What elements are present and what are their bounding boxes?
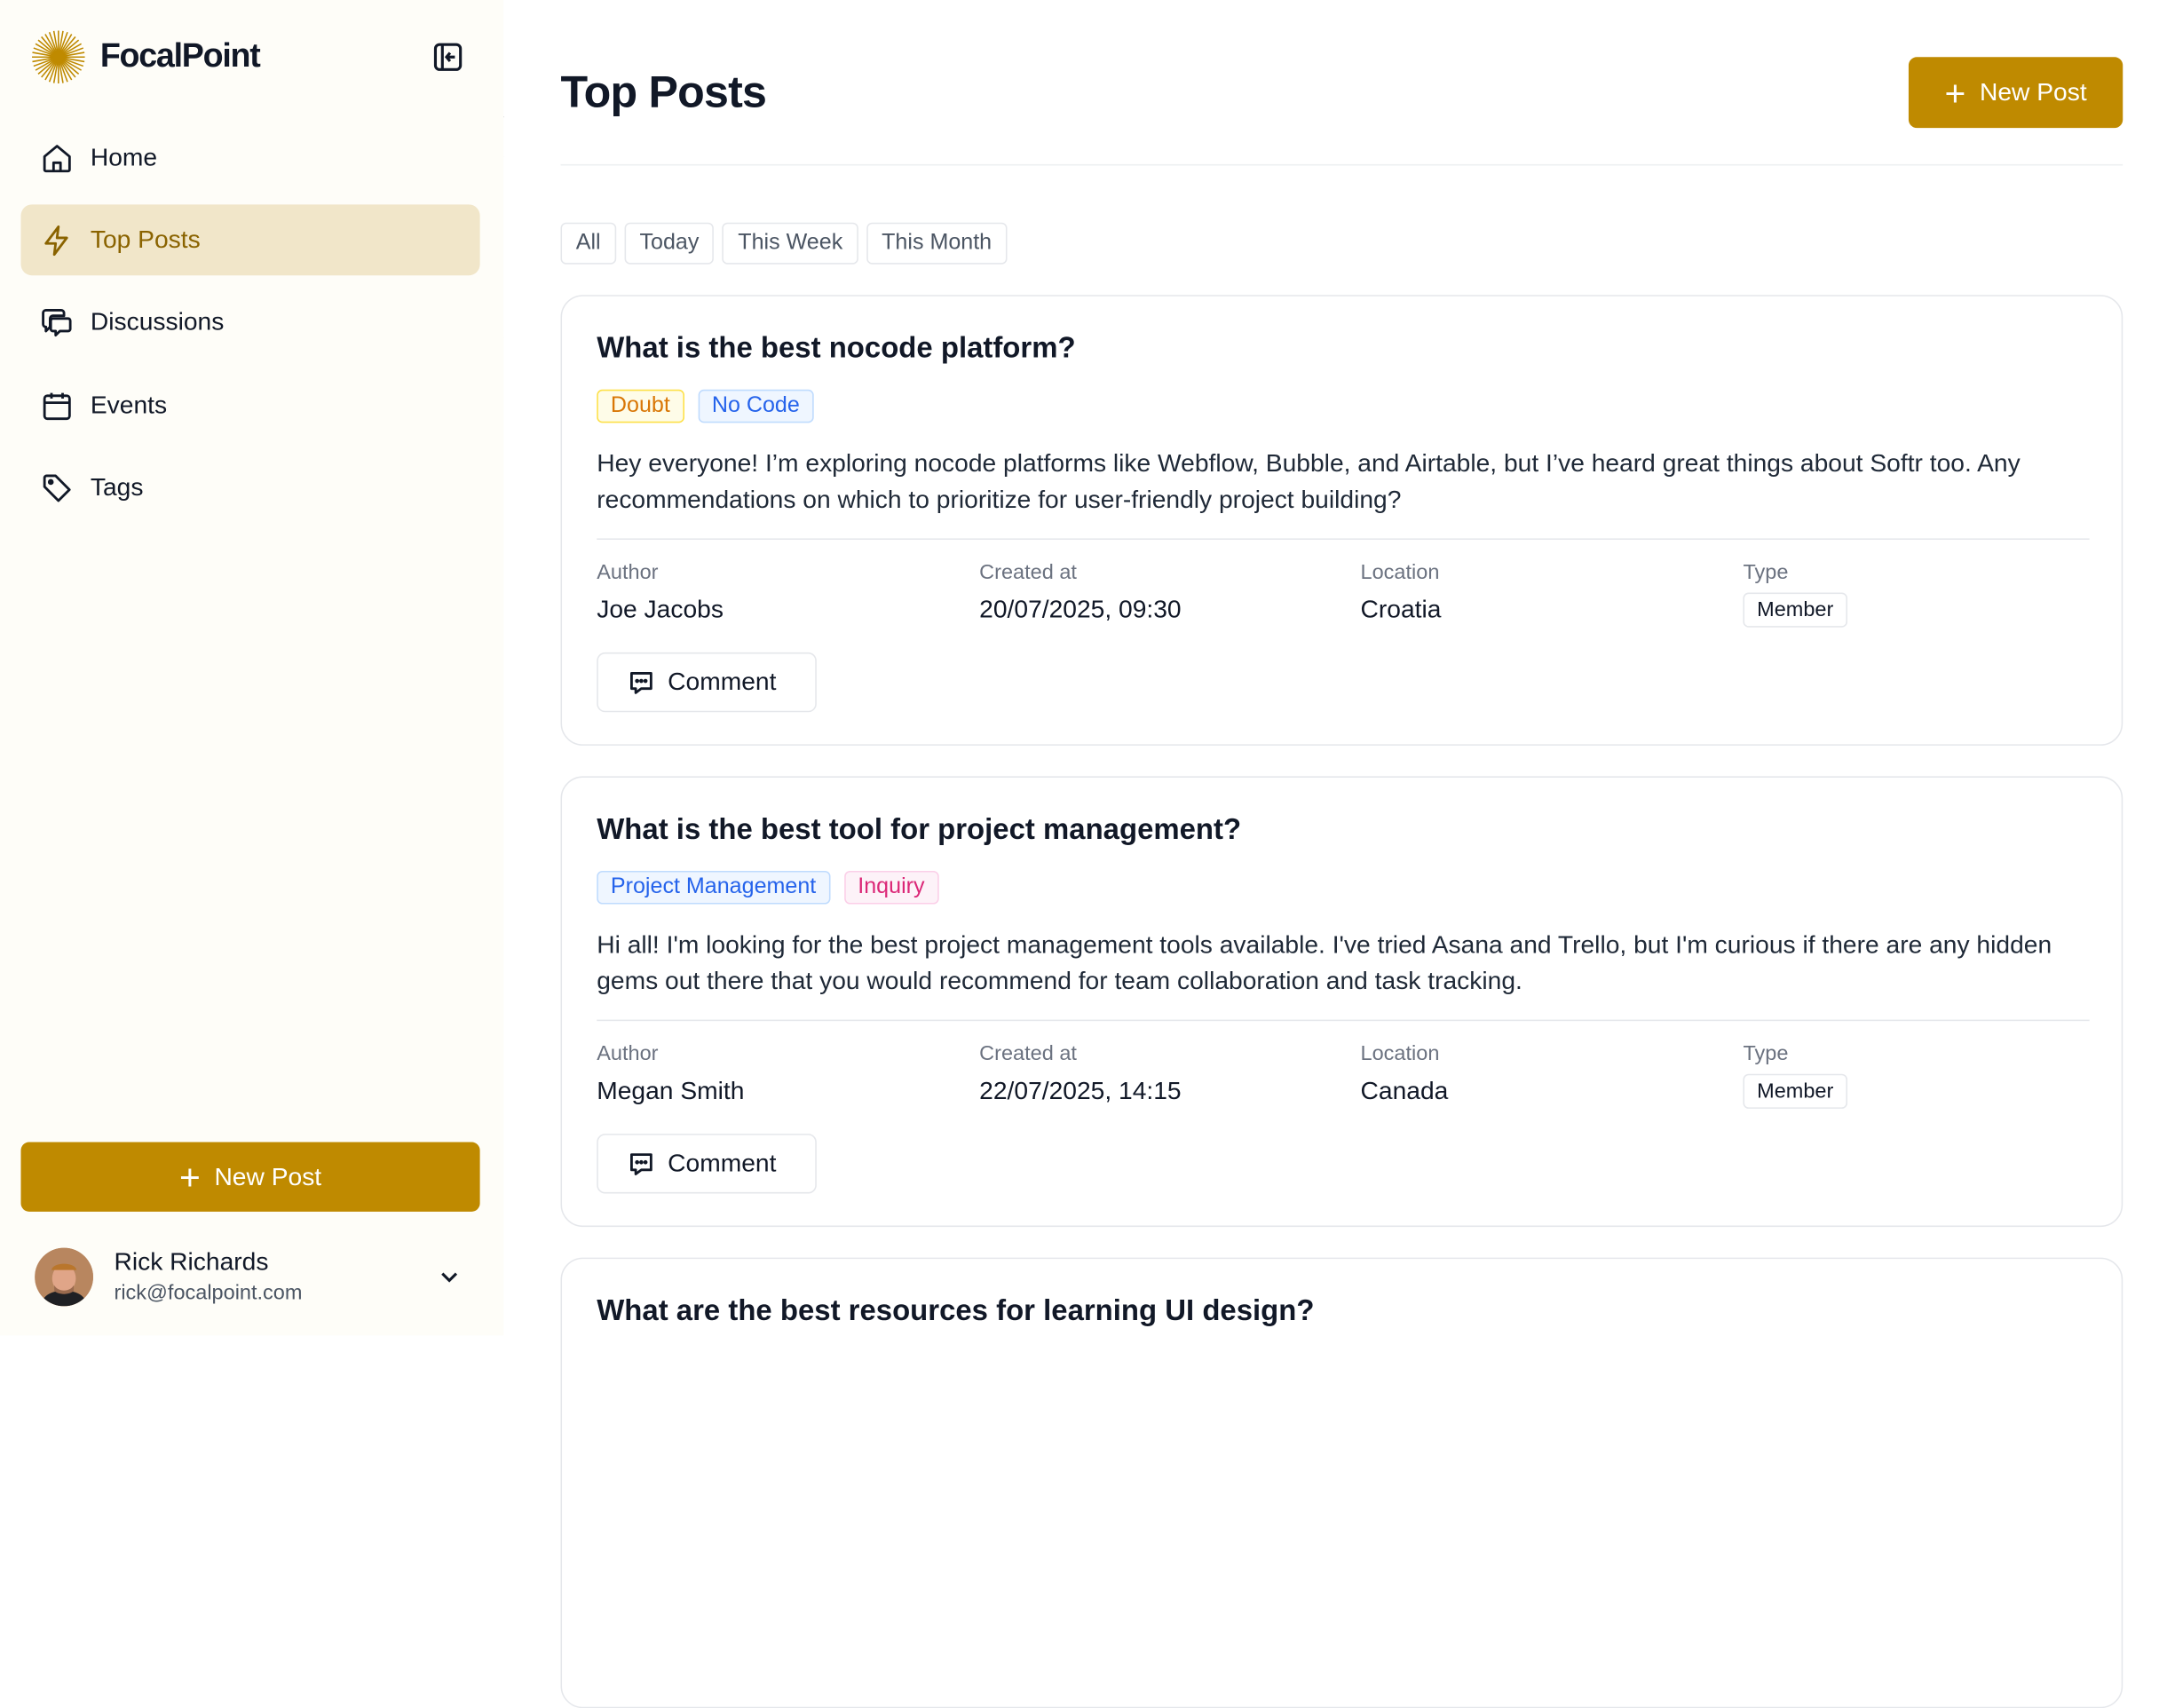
divider <box>597 1020 2089 1022</box>
post-card[interactable]: What are the best resources for learning… <box>561 1258 2123 1708</box>
main-content: Top Posts + New Post All Today This Week… <box>503 0 2159 1335</box>
page-title: Top Posts <box>561 67 767 118</box>
author-value: Joe Jacobs <box>597 596 724 625</box>
sidebar-item-home[interactable]: Home <box>21 123 480 194</box>
divider <box>597 538 2089 540</box>
new-post-label: New Post <box>1980 78 2087 107</box>
sidebar-item-label: Events <box>91 391 167 420</box>
author-label: Author <box>597 1042 744 1066</box>
created-value: 20/07/2025, 09:30 <box>979 596 1181 625</box>
user-email: rick@focalpoint.com <box>114 1281 302 1305</box>
sidebar-item-events[interactable]: Events <box>21 370 480 441</box>
sidebar-item-tags[interactable]: Tags <box>21 452 480 523</box>
sidebar-item-discussions[interactable]: Discussions <box>21 287 480 358</box>
location-value: Croatia <box>1361 596 1442 625</box>
author-label: Author <box>597 561 724 585</box>
post-card[interactable]: What is the best nocode platform? Doubt … <box>561 295 2123 746</box>
lightning-icon <box>40 224 74 257</box>
avatar <box>35 1248 93 1307</box>
comment-label: Comment <box>668 1149 776 1178</box>
tag-badge: Inquiry <box>844 871 939 905</box>
post-title[interactable]: What is the best nocode platform? <box>597 333 1075 367</box>
logo[interactable]: FocalPoint <box>30 29 259 85</box>
collapse-sidebar-icon[interactable] <box>432 42 463 72</box>
chevron-down-icon[interactable] <box>439 1266 461 1288</box>
filter-this-week[interactable]: This Week <box>723 223 858 265</box>
user-menu[interactable]: Rick Richards rick@focalpoint.com <box>35 1246 479 1308</box>
user-name: Rick Richards <box>114 1248 268 1277</box>
header-new-post-button[interactable]: + New Post <box>1909 57 2123 128</box>
post-title[interactable]: What are the best resources for learning… <box>597 1295 1314 1329</box>
comment-icon <box>628 668 655 696</box>
type-label: Type <box>1743 561 1847 585</box>
new-post-label: New Post <box>214 1162 321 1191</box>
tag-badge: Doubt <box>597 390 684 423</box>
plus-icon: + <box>179 1158 201 1195</box>
sun-logo-icon <box>30 29 86 85</box>
calendar-icon <box>40 389 74 423</box>
type-label: Type <box>1743 1042 1847 1066</box>
post-body: Hi all! I'm looking for the best project… <box>597 927 2092 999</box>
sidebar-item-top-posts[interactable]: Top Posts <box>21 204 480 275</box>
sidebar-item-label: Tags <box>91 473 144 502</box>
location-label: Location <box>1361 561 1442 585</box>
type-badge: Member <box>1743 1074 1847 1109</box>
comment-button[interactable]: Comment <box>597 652 817 712</box>
header-divider <box>561 164 2123 166</box>
filter-today[interactable]: Today <box>624 223 714 265</box>
sidebar-item-label: Discussions <box>91 307 224 336</box>
post-title[interactable]: What is the best tool for project manage… <box>597 814 1241 848</box>
comment-label: Comment <box>668 668 776 697</box>
chat-bubbles-icon <box>40 305 74 339</box>
post-body: Hey everyone! I’m exploring nocode platf… <box>597 445 2092 517</box>
post-card[interactable]: What is the best tool for project manage… <box>561 776 2123 1227</box>
location-label: Location <box>1361 1042 1449 1066</box>
sidebar-item-label: Home <box>91 143 157 172</box>
tag-badge: Project Management <box>597 871 830 905</box>
filter-all[interactable]: All <box>561 223 616 265</box>
tag-icon <box>40 470 74 504</box>
created-label: Created at <box>979 1042 1181 1066</box>
sidebar-item-label: Top Posts <box>91 225 201 255</box>
comment-button[interactable]: Comment <box>597 1134 817 1193</box>
home-icon <box>40 141 74 175</box>
created-label: Created at <box>979 561 1181 585</box>
author-value: Megan Smith <box>597 1077 744 1106</box>
created-value: 22/07/2025, 14:15 <box>979 1077 1181 1106</box>
sidebar: FocalPoint Home Top Posts Discussions Ev… <box>0 0 503 1335</box>
app-name: FocalPoint <box>100 37 260 76</box>
filter-this-month[interactable]: This Month <box>866 223 1007 265</box>
comment-icon <box>628 1150 655 1177</box>
type-badge: Member <box>1743 593 1847 628</box>
filter-tabs: All Today This Week This Month <box>561 223 1008 265</box>
plus-icon: + <box>1944 75 1965 111</box>
location-value: Canada <box>1361 1077 1449 1106</box>
tag-badge: No Code <box>698 390 813 423</box>
sidebar-new-post-button[interactable]: + New Post <box>21 1143 480 1212</box>
